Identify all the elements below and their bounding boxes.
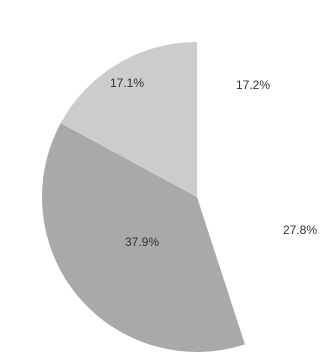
slice-label-2: 27.8% — [283, 223, 317, 237]
labels-layer: 17.2% 27.8% 37.9% 17.1% — [110, 76, 317, 249]
slice-label-1: 17.2% — [236, 78, 270, 92]
pie-slice-1 — [197, 42, 334, 197]
pie-slice-2 — [197, 124, 335, 345]
slices-layer — [41, 42, 335, 352]
pie-slice-3 — [41, 123, 245, 352]
slice-label-4: 17.1% — [110, 76, 144, 90]
pie-slice-4 — [60, 42, 198, 197]
slice-label-3: 37.9% — [125, 235, 159, 249]
